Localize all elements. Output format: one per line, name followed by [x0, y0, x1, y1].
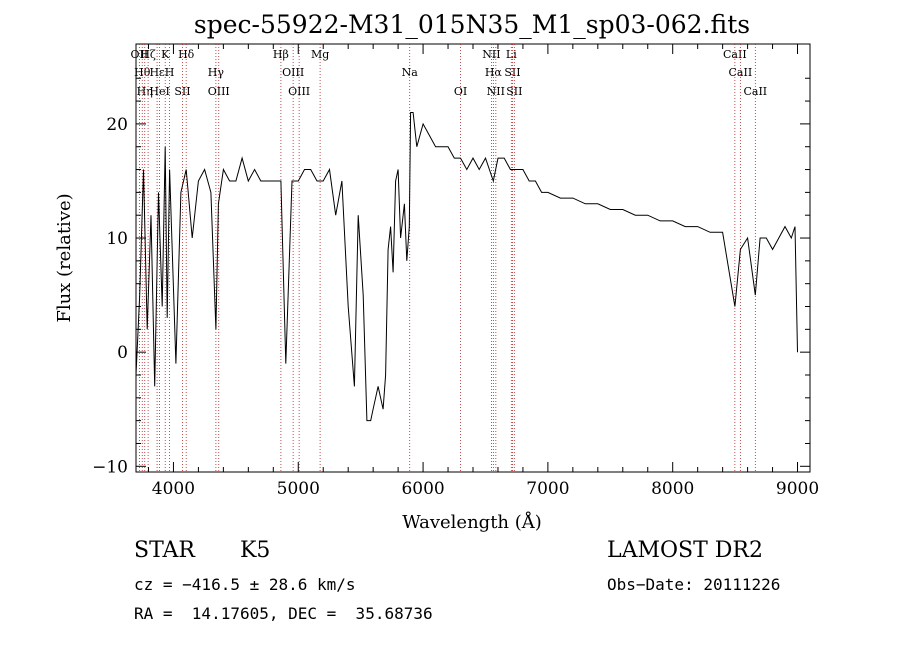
spectral-line-label: SII	[506, 85, 522, 98]
spectral-line-label: Hβ	[273, 48, 289, 61]
x-tick-label: 8000	[651, 479, 694, 499]
y-axis-label: Flux (relative)	[54, 193, 75, 322]
spectral-line-label: Na	[402, 66, 419, 79]
spectral-line-label: H	[165, 66, 175, 79]
spectral-line-label: CaII	[723, 48, 747, 61]
x-tick-label: 4000	[152, 479, 195, 499]
y-tick-label: 0	[117, 343, 128, 363]
x-axis-label: Wavelength (Å)	[402, 511, 542, 533]
spectral-line-label: OII	[131, 48, 149, 61]
spectral-line-label: OIII	[208, 85, 230, 98]
object-subclass: K5	[240, 538, 271, 563]
spectral-line-label: HeI	[149, 85, 169, 98]
spectral-line-label: Hα	[485, 66, 503, 79]
spectral-line-label: NII	[487, 85, 505, 98]
redshift-velocity: cz = −416.5 ± 28.6 km/s	[134, 575, 356, 594]
spectral-line-label: OI	[454, 85, 467, 98]
x-tick-label: 9000	[776, 479, 819, 499]
spectral-line-label: CaII	[743, 85, 767, 98]
spectral-line-label: Hδ	[178, 48, 195, 61]
spectral-line-label: Hε	[149, 66, 165, 79]
chart-title: spec-55922-M31_015N35_M1_sp03-062.fits	[194, 10, 750, 39]
y-tick-label: 20	[106, 115, 128, 135]
line-annotations: OII Hθ Hη Hζ Hε HeI KH SII Hδ Hγ OIII Hβ OIII OIII Mg N…	[131, 44, 767, 472]
object-class: STAR	[134, 538, 195, 563]
spectral-line-label: Hθ	[134, 66, 151, 79]
x-tick-label: 5000	[277, 479, 320, 499]
spectral-line-label: OIII	[282, 66, 304, 79]
spectral-line-label: SII	[504, 66, 520, 79]
plot-frame	[135, 43, 811, 473]
spectral-line-label: OIII	[288, 85, 310, 98]
y-tick-label: 10	[106, 229, 128, 249]
spectral-line-label: Hη	[137, 85, 153, 98]
spectral-line-label: K	[161, 48, 170, 61]
x-tick-label: 7000	[526, 479, 569, 499]
spectral-line-label: Hγ	[208, 66, 225, 79]
spectral-line-label: Li	[506, 48, 517, 61]
spectral-line-label: Hζ	[140, 48, 156, 61]
survey-name: LAMOST DR2	[607, 538, 763, 563]
axis-ticks: 4000 5000 6000 7000 8000 9000 −10 0 10 20	[92, 44, 819, 499]
spectral-line-label: Mg	[311, 48, 329, 61]
observation-date: Obs−Date: 20111226	[607, 575, 781, 594]
spectrum-series-line	[135, 112, 798, 422]
spectral-line-label: SII	[174, 85, 190, 98]
spectral-line-label: CaII	[729, 66, 753, 79]
x-tick-label: 6000	[401, 479, 444, 499]
sky-coordinates: RA = 14.17605, DEC = 35.68736	[134, 604, 433, 623]
spectral-line-label: NII	[482, 48, 500, 61]
y-tick-label: −10	[92, 457, 128, 477]
